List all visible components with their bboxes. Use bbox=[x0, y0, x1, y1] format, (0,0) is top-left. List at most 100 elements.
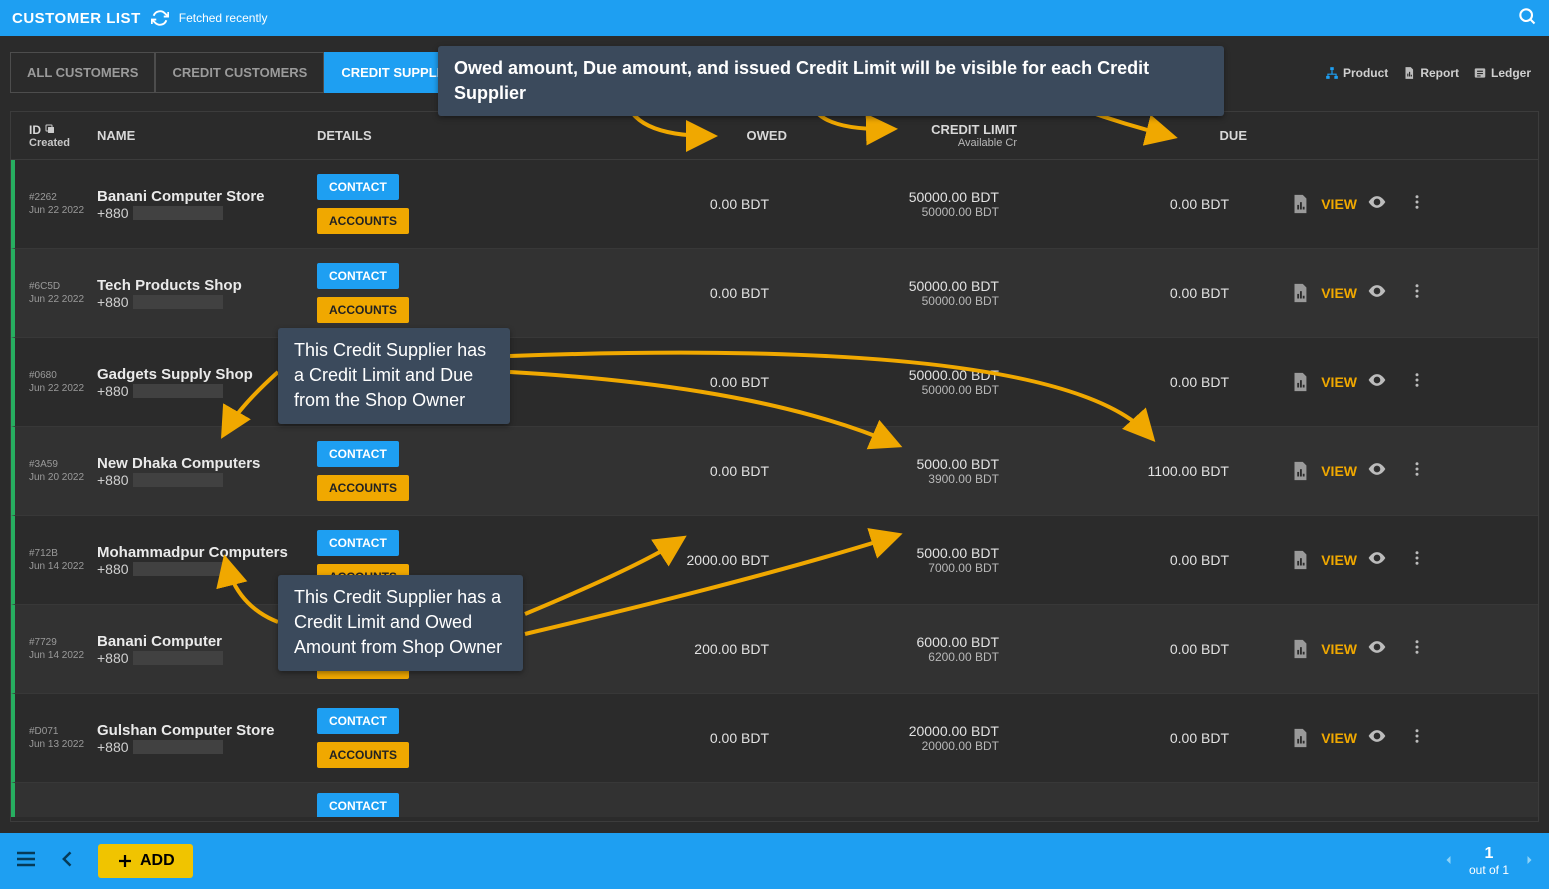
view-link[interactable]: VIEW bbox=[1321, 196, 1357, 212]
row-limit: 5000.00 BDT3900.00 BDT bbox=[787, 456, 1017, 486]
toolbar-right: Product Report Ledger bbox=[1325, 66, 1531, 80]
more-icon[interactable] bbox=[1387, 371, 1447, 394]
col-id-label: ID bbox=[29, 123, 41, 137]
more-icon[interactable] bbox=[1387, 549, 1447, 572]
col-id[interactable]: ID Created bbox=[29, 123, 97, 149]
eye-icon[interactable] bbox=[1367, 459, 1387, 484]
accounts-button[interactable]: ACCOUNTS bbox=[317, 475, 409, 501]
view-link[interactable]: VIEW bbox=[1321, 374, 1357, 390]
row-due: 1100.00 BDT bbox=[1017, 463, 1247, 479]
link-ledger-label: Ledger bbox=[1491, 66, 1531, 80]
table-row[interactable]: CONTACT bbox=[11, 783, 1538, 817]
row-due: 0.00 BDT bbox=[1017, 374, 1247, 390]
eye-icon[interactable] bbox=[1367, 548, 1387, 573]
tab-credit-customers[interactable]: CREDIT CUSTOMERS bbox=[155, 52, 324, 93]
table: ID Created NAME DETAILS OWED CREDIT LIMI… bbox=[10, 111, 1539, 822]
add-button[interactable]: ADD bbox=[98, 844, 193, 878]
chart-icon[interactable] bbox=[1289, 371, 1311, 393]
link-ledger[interactable]: Ledger bbox=[1473, 66, 1531, 80]
row-view: VIEW bbox=[1247, 370, 1387, 395]
link-report[interactable]: Report bbox=[1402, 66, 1459, 80]
more-icon[interactable] bbox=[1387, 282, 1447, 305]
eye-icon[interactable] bbox=[1367, 192, 1387, 217]
contact-button[interactable]: CONTACT bbox=[317, 441, 399, 467]
contact-button[interactable]: CONTACT bbox=[317, 708, 399, 734]
accounts-button[interactable]: ACCOUNTS bbox=[317, 208, 409, 234]
table-header: ID Created NAME DETAILS OWED CREDIT LIMI… bbox=[11, 112, 1538, 160]
chart-icon[interactable] bbox=[1289, 193, 1311, 215]
row-view: VIEW bbox=[1247, 637, 1387, 662]
view-link[interactable]: VIEW bbox=[1321, 285, 1357, 301]
table-body: #2262Jun 22 2022Banani Computer Store+88… bbox=[11, 160, 1538, 817]
table-row[interactable]: #712BJun 14 2022Mohammadpur Computers+88… bbox=[11, 516, 1538, 605]
row-name: New Dhaka Computers+880 bbox=[97, 455, 317, 488]
col-details[interactable]: DETAILS bbox=[317, 128, 527, 143]
top-bar: CUSTOMER LIST Fetched recently bbox=[0, 0, 1549, 36]
row-limit: 50000.00 BDT50000.00 BDT bbox=[787, 189, 1017, 219]
eye-icon[interactable] bbox=[1367, 281, 1387, 306]
table-row[interactable]: #0680Jun 22 2022Gadgets Supply Shop+880C… bbox=[11, 338, 1538, 427]
row-due: 0.00 BDT bbox=[1017, 641, 1247, 657]
table-row[interactable]: #2262Jun 22 2022Banani Computer Store+88… bbox=[11, 160, 1538, 249]
row-limit: 6000.00 BDT6200.00 BDT bbox=[787, 634, 1017, 664]
view-link[interactable]: VIEW bbox=[1321, 730, 1357, 746]
view-link[interactable]: VIEW bbox=[1321, 552, 1357, 568]
row-details: CONTACT ACCOUNTS bbox=[317, 174, 527, 234]
chart-icon[interactable] bbox=[1289, 460, 1311, 482]
pager-next-icon[interactable] bbox=[1523, 854, 1535, 869]
row-name: Banani Computer Store+880 bbox=[97, 188, 317, 221]
table-row[interactable]: #3A59Jun 20 2022New Dhaka Computers+880C… bbox=[11, 427, 1538, 516]
row-owed: 0.00 BDT bbox=[527, 730, 787, 746]
search-icon[interactable] bbox=[1517, 6, 1537, 31]
accounts-button[interactable]: ACCOUNTS bbox=[317, 742, 409, 768]
row-owed: 200.00 BDT bbox=[527, 641, 787, 657]
more-icon[interactable] bbox=[1387, 638, 1447, 661]
chart-icon[interactable] bbox=[1289, 549, 1311, 571]
table-row[interactable]: #7729Jun 14 2022Banani Computer+880CONTA… bbox=[11, 605, 1538, 694]
tab-all-customers[interactable]: ALL CUSTOMERS bbox=[10, 52, 155, 93]
contact-button[interactable]: CONTACT bbox=[317, 793, 399, 817]
eye-icon[interactable] bbox=[1367, 370, 1387, 395]
view-link[interactable]: VIEW bbox=[1321, 641, 1357, 657]
more-icon[interactable] bbox=[1387, 193, 1447, 216]
menu-icon[interactable] bbox=[14, 847, 38, 876]
row-id: #0680Jun 22 2022 bbox=[29, 369, 97, 395]
refresh-icon[interactable] bbox=[151, 9, 169, 27]
chart-icon[interactable] bbox=[1289, 727, 1311, 749]
footer-bar: ADD 1 out of 1 bbox=[0, 833, 1549, 889]
table-row[interactable]: #6C5DJun 22 2022Tech Products Shop+880CO… bbox=[11, 249, 1538, 338]
row-owed: 0.00 BDT bbox=[527, 196, 787, 212]
page-title: CUSTOMER LIST bbox=[12, 10, 141, 27]
table-row[interactable]: #D071Jun 13 2022Gulshan Computer Store+8… bbox=[11, 694, 1538, 783]
pager-page: 1 out of 1 bbox=[1469, 845, 1509, 877]
row-limit: 20000.00 BDT20000.00 BDT bbox=[787, 723, 1017, 753]
col-due[interactable]: DUE bbox=[1017, 128, 1247, 143]
link-product[interactable]: Product bbox=[1325, 66, 1388, 80]
chart-icon[interactable] bbox=[1289, 638, 1311, 660]
more-icon[interactable] bbox=[1387, 460, 1447, 483]
contact-button[interactable]: CONTACT bbox=[317, 530, 399, 556]
row-view: VIEW bbox=[1247, 192, 1387, 217]
col-owed[interactable]: OWED bbox=[527, 128, 787, 143]
sitemap-icon bbox=[1325, 66, 1339, 80]
contact-button[interactable]: CONTACT bbox=[317, 263, 399, 289]
fetched-label: Fetched recently bbox=[179, 11, 268, 25]
back-icon[interactable] bbox=[58, 849, 78, 874]
pager-prev-icon[interactable] bbox=[1443, 854, 1455, 869]
view-link[interactable]: VIEW bbox=[1321, 463, 1357, 479]
eye-icon[interactable] bbox=[1367, 637, 1387, 662]
row-view: VIEW bbox=[1247, 459, 1387, 484]
row-details: CONTACT ACCOUNTS bbox=[317, 708, 527, 768]
row-owed: 0.00 BDT bbox=[527, 463, 787, 479]
more-icon[interactable] bbox=[1387, 727, 1447, 750]
link-product-label: Product bbox=[1343, 66, 1388, 80]
row-id: #7729Jun 14 2022 bbox=[29, 636, 97, 662]
chart-icon[interactable] bbox=[1289, 282, 1311, 304]
col-name[interactable]: NAME bbox=[97, 128, 317, 143]
contact-button[interactable]: CONTACT bbox=[317, 174, 399, 200]
col-credit-limit[interactable]: CREDIT LIMIT Available Cr bbox=[787, 122, 1017, 149]
accounts-button[interactable]: ACCOUNTS bbox=[317, 297, 409, 323]
eye-icon[interactable] bbox=[1367, 726, 1387, 751]
row-owed: 0.00 BDT bbox=[527, 285, 787, 301]
row-limit: 50000.00 BDT50000.00 BDT bbox=[787, 367, 1017, 397]
